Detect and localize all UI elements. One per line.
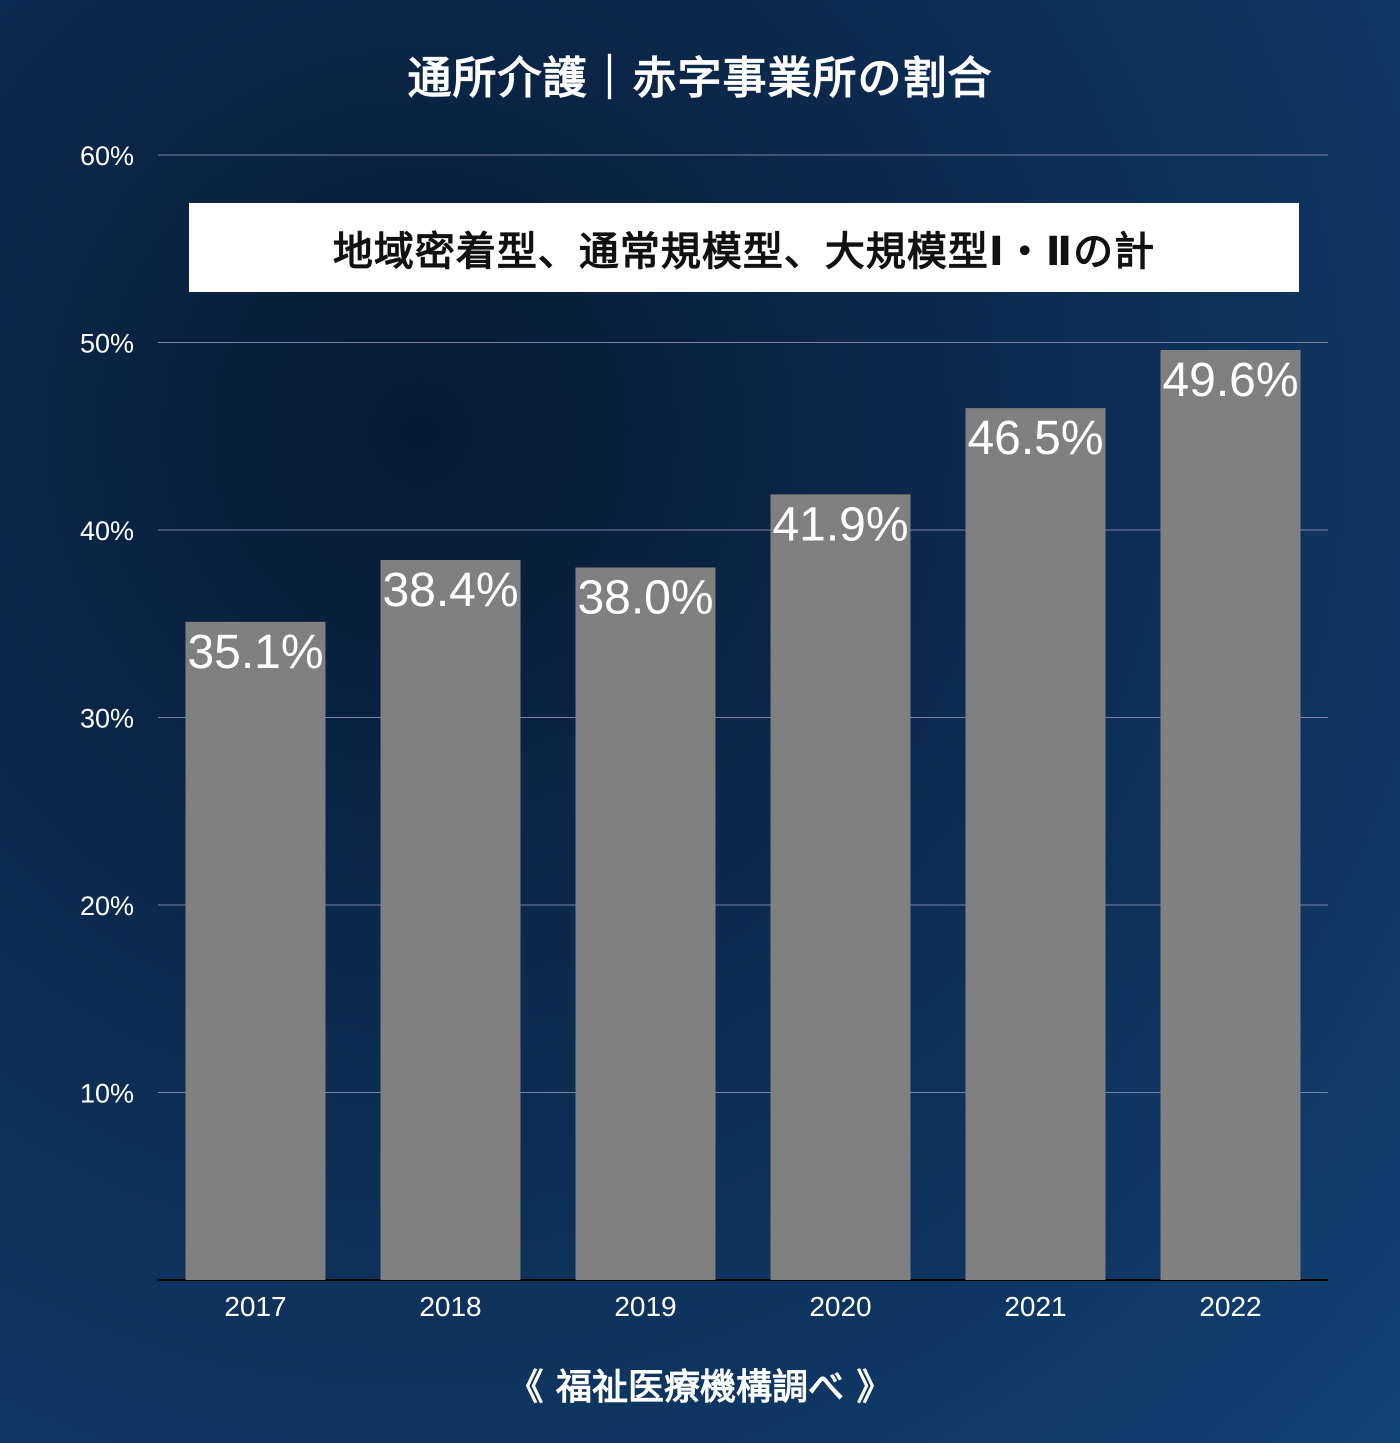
bar — [1160, 350, 1301, 1280]
x-tick-label: 2020 — [809, 1291, 871, 1322]
y-tick-label: 10% — [80, 1079, 134, 1109]
bar — [380, 560, 521, 1280]
data-label: 38.0% — [577, 572, 713, 625]
y-tick-label: 30% — [80, 704, 134, 734]
chart-title: 通所介護｜赤字事業所の割合 — [407, 53, 993, 104]
data-label: 49.6% — [1162, 354, 1298, 407]
x-axis-ticks: 2017 2018 2019 2020 2021 2022 — [224, 1291, 1261, 1322]
y-tick-label: 60% — [80, 141, 134, 171]
data-label: 35.1% — [187, 626, 323, 679]
data-label: 46.5% — [967, 412, 1103, 465]
x-tick-label: 2021 — [1004, 1291, 1066, 1322]
x-tick-label: 2022 — [1199, 1291, 1261, 1322]
x-tick-label: 2017 — [224, 1291, 286, 1322]
y-axis-ticks: 10% 20% 30% 40% 50% 60% — [80, 141, 134, 1109]
gridlines — [158, 154, 1328, 1281]
bars — [185, 350, 1301, 1280]
chart-subtitle: 地域密着型、通常規模型、大規模型Ⅰ・Ⅱの計 — [332, 228, 1156, 275]
x-tick-label: 2018 — [419, 1291, 481, 1322]
bar — [185, 621, 326, 1280]
y-tick-label: 40% — [80, 516, 134, 546]
bar — [770, 494, 911, 1280]
x-tick-label: 2019 — [614, 1291, 676, 1322]
bar — [575, 567, 716, 1280]
data-label: 38.4% — [382, 564, 518, 617]
subtitle-box: 地域密着型、通常規模型、大規模型Ⅰ・Ⅱの計 — [189, 203, 1299, 292]
data-label: 41.9% — [772, 498, 908, 551]
y-tick-label: 50% — [80, 329, 134, 359]
data-labels: 35.1% 38.4% 38.0% 41.9% 46.5% 49.6% — [187, 354, 1298, 679]
y-tick-label: 20% — [80, 891, 134, 921]
bar — [965, 408, 1106, 1280]
source-note: 《 福祉医療機構調べ 》 — [507, 1367, 893, 1408]
